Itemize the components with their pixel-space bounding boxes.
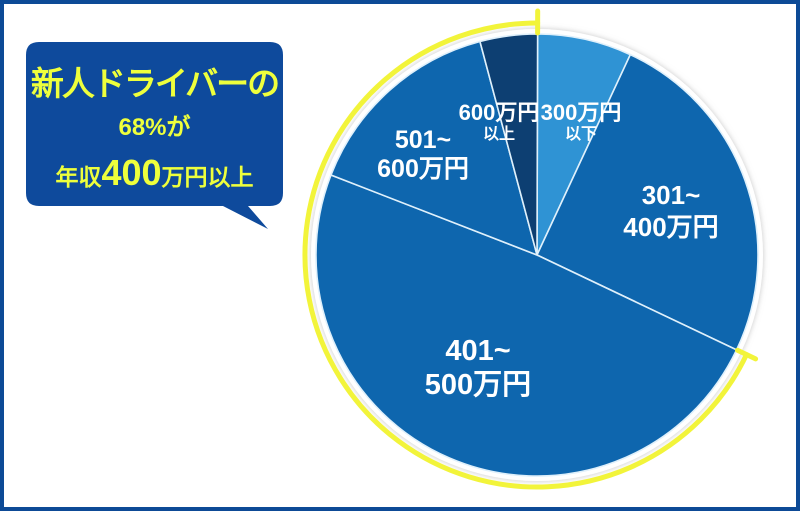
svg-text:500万円: 500万円	[425, 369, 531, 401]
svg-text:400万円: 400万円	[623, 212, 718, 242]
svg-text:501~: 501~	[395, 126, 451, 154]
svg-text:以上: 以上	[483, 125, 515, 143]
svg-text:600万円: 600万円	[377, 155, 469, 183]
svg-text:以下: 以下	[565, 125, 597, 143]
svg-text:600万円: 600万円	[459, 100, 540, 125]
svg-text:300万円: 300万円	[541, 100, 622, 125]
svg-text:301~: 301~	[642, 180, 701, 210]
svg-text:401~: 401~	[445, 335, 510, 367]
